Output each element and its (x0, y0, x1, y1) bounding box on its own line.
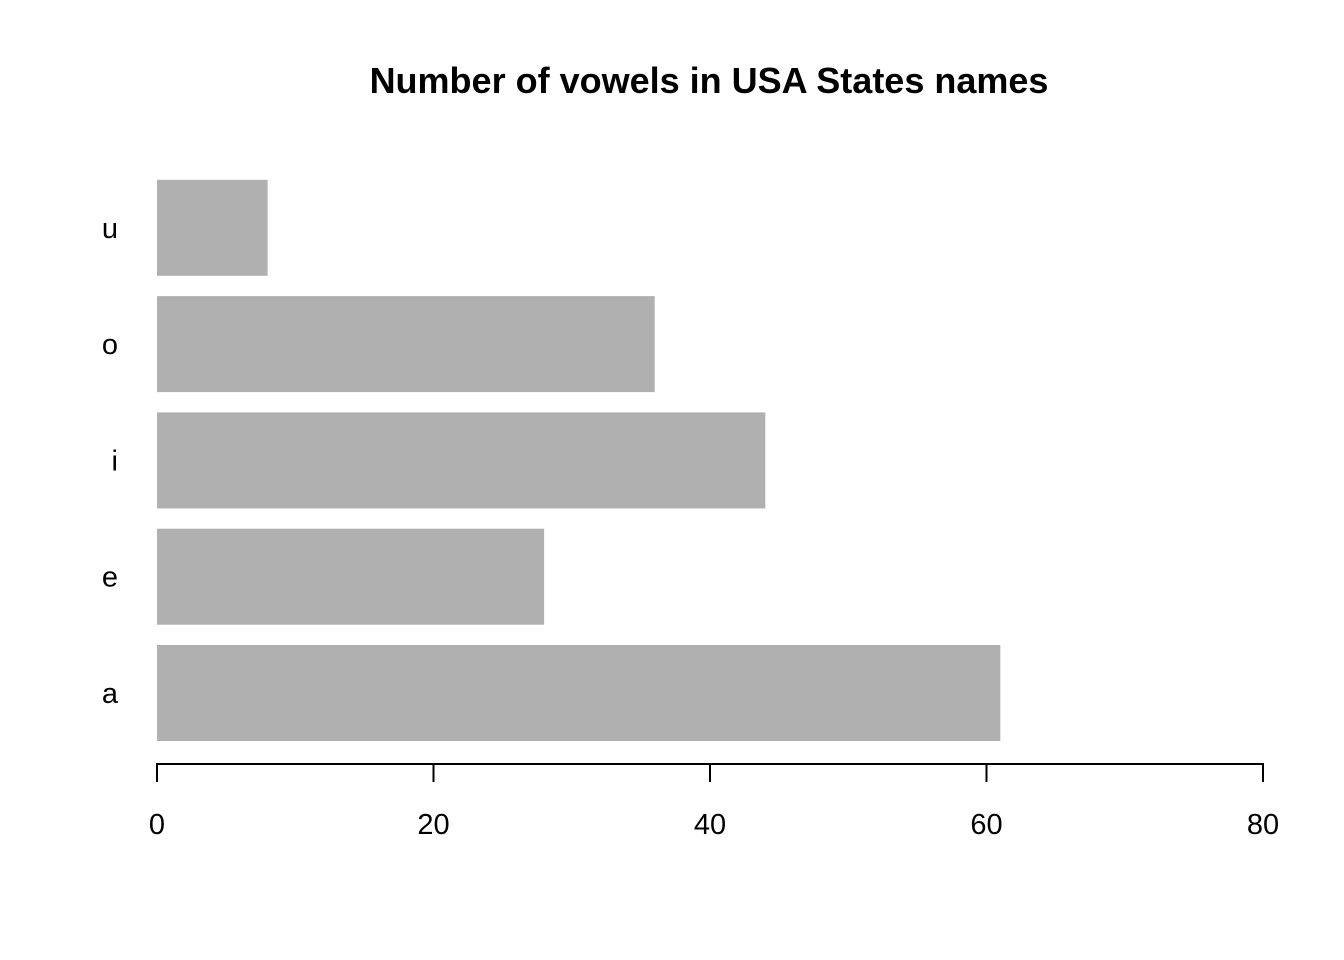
bars (157, 179, 1001, 741)
x-tick-label-60: 60 (970, 809, 1002, 841)
bar-e (157, 528, 545, 625)
x-tick-label-0: 0 (149, 809, 165, 841)
x-axis: 0 20 40 60 80 (149, 763, 1279, 841)
category-label-i: i (112, 445, 118, 477)
category-label-e: e (102, 562, 118, 594)
bar-u (157, 179, 268, 276)
x-tick-label-20: 20 (417, 809, 449, 841)
category-label-u: u (102, 213, 118, 245)
category-label-o: o (102, 329, 118, 361)
bar-a (157, 645, 1001, 741)
category-labels: a e i o u (102, 213, 119, 710)
x-tick-label-80: 80 (1247, 809, 1279, 841)
x-tick-label-40: 40 (694, 809, 726, 841)
bar-o (157, 296, 655, 393)
bar-i (157, 412, 766, 509)
chart-title: Number of vowels in USA States names (370, 60, 1049, 101)
category-label-a: a (102, 678, 119, 710)
